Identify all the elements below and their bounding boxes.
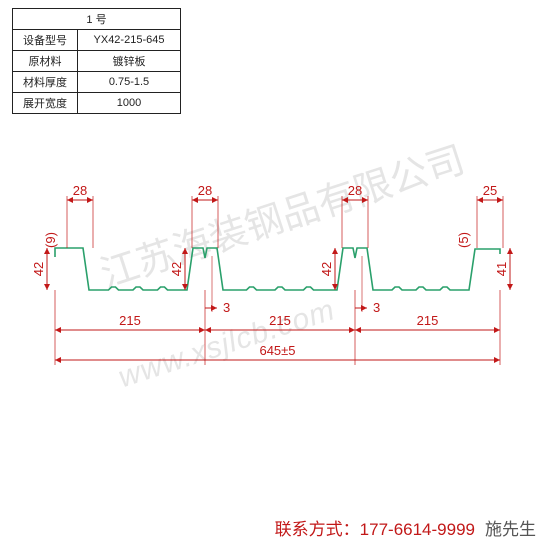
svg-text:28: 28 [198,183,212,198]
svg-text:41: 41 [494,262,509,276]
svg-text:(9): (9) [43,232,58,248]
contact-phone: 177-6614-9999 [360,520,475,539]
watermark-cn: 江苏海装钢品有限公司 [96,139,470,296]
svg-text:(5): (5) [456,232,471,248]
contact-person: 施先生 [485,520,536,539]
svg-text:215: 215 [119,313,141,328]
contact-label: 联系方式： [275,520,360,539]
svg-text:42: 42 [169,262,184,276]
svg-text:215: 215 [269,313,291,328]
technical-drawing: 江苏海装钢品有限公司 www.xsjlcb.com 28282825(9)(5)… [0,0,550,550]
dims-overall: 645±5 [55,343,500,360]
svg-text:215: 215 [417,313,439,328]
svg-text:28: 28 [73,183,87,198]
svg-text:42: 42 [31,262,46,276]
contact-line: 联系方式：177-6614-9999 施先生 [275,515,536,540]
svg-text:42: 42 [319,262,334,276]
svg-text:28: 28 [348,183,362,198]
svg-text:3: 3 [373,300,380,315]
svg-text:25: 25 [483,183,497,198]
svg-text:3: 3 [223,300,230,315]
svg-text:645±5: 645±5 [259,343,295,358]
